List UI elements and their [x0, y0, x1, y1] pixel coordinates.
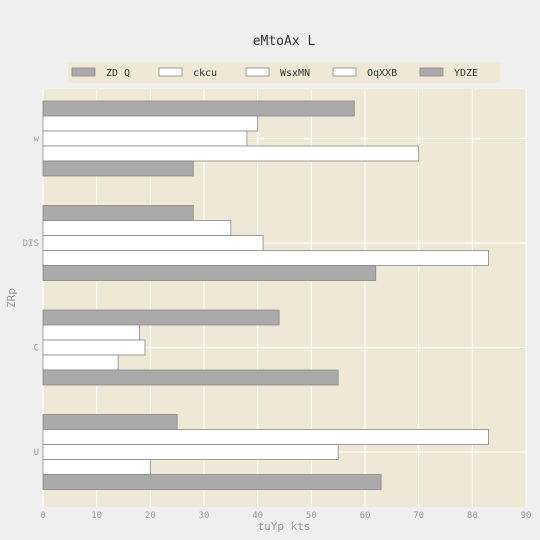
y-tick-label: U	[34, 448, 39, 458]
bar	[42, 339, 146, 356]
x-tick-label: 50	[306, 511, 317, 521]
x-tick-label: 0	[40, 511, 45, 521]
bars	[42, 100, 489, 490]
y-tick-label: DIS	[23, 239, 39, 249]
legend-label: ZD Q	[106, 68, 130, 79]
legend-label: OqXXB	[367, 68, 397, 79]
bar	[42, 265, 377, 281]
y-axis: w DIS C U	[23, 135, 40, 459]
bar	[42, 414, 178, 430]
legend-box	[68, 62, 500, 83]
legend-swatch	[158, 67, 183, 77]
x-axis-label: tuYp kts	[258, 520, 311, 533]
x-tick-label: 30	[199, 511, 210, 521]
bar	[42, 160, 194, 177]
bar	[42, 474, 382, 490]
bar	[42, 205, 194, 221]
x-tick-label: 40	[252, 511, 263, 521]
x-axis: 0 10 20 30 40 50 60 70 80 90	[40, 511, 531, 521]
bar	[42, 235, 264, 251]
legend-label: ckcu	[193, 68, 217, 79]
bar	[42, 100, 355, 117]
bar	[42, 324, 140, 341]
bar	[42, 130, 248, 147]
legend-label: WsxMN	[280, 68, 310, 79]
legend-swatch	[419, 67, 444, 77]
legend-swatch	[245, 67, 270, 77]
bar	[42, 250, 489, 266]
bar	[42, 309, 280, 326]
legend-swatch	[332, 67, 357, 77]
x-tick-label: 80	[467, 511, 478, 521]
bar	[42, 145, 420, 162]
x-tick-label: 10	[91, 511, 102, 521]
x-tick-label: 70	[413, 511, 424, 521]
legend-swatch	[71, 67, 96, 77]
y-axis-label: ZRp	[5, 288, 18, 308]
bar	[42, 459, 151, 475]
bar	[42, 444, 339, 460]
bar	[42, 220, 232, 236]
x-tick-label: 60	[360, 511, 371, 521]
y-tick-label: w	[34, 135, 40, 145]
x-tick-label: 90	[521, 511, 532, 521]
y-tick-label: C	[34, 344, 39, 354]
bar	[42, 354, 119, 371]
bar	[42, 369, 339, 386]
legend: ZD Q ckcu WsxMN OqXXB YDZE	[68, 62, 500, 83]
legend-label: YDZE	[454, 68, 478, 79]
x-tick-label: 20	[145, 511, 156, 521]
chart-title: eMtoAx L	[253, 34, 316, 49]
bar	[42, 429, 489, 445]
bar	[42, 115, 259, 132]
